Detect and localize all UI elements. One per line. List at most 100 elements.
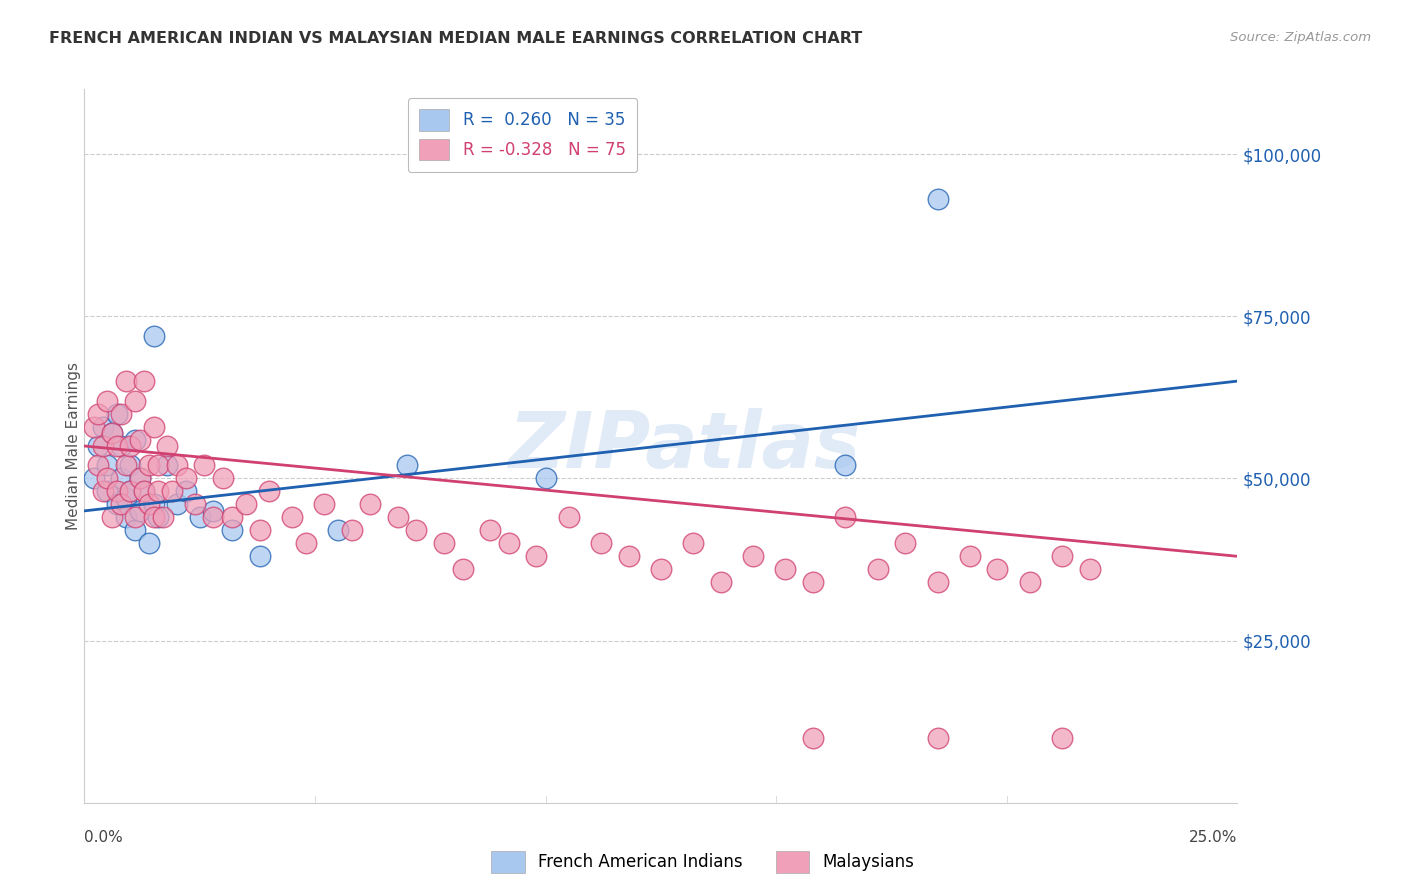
Point: [142, 328, 165, 343]
Point: [927, 193, 949, 207]
Point: [221, 510, 243, 524]
Point: [138, 497, 160, 511]
Point: [326, 524, 349, 538]
Point: [115, 491, 138, 505]
Point: [387, 510, 409, 524]
Point: [110, 471, 132, 485]
Point: [249, 549, 271, 564]
Point: [105, 484, 128, 499]
Point: [96, 471, 118, 485]
Point: [257, 484, 280, 499]
Point: [110, 407, 132, 421]
Point: [142, 510, 165, 524]
Point: [174, 484, 197, 499]
Point: [128, 504, 150, 518]
Point: [314, 497, 336, 511]
Point: [1078, 562, 1101, 576]
Point: [96, 393, 118, 408]
Point: [101, 425, 124, 440]
Point: [105, 439, 128, 453]
Point: [479, 524, 502, 538]
Point: [96, 484, 118, 499]
Point: [124, 433, 146, 447]
Point: [866, 562, 889, 576]
Point: [124, 393, 146, 408]
Point: [120, 484, 142, 499]
Point: [138, 458, 160, 473]
Point: [294, 536, 316, 550]
Point: [124, 524, 146, 538]
Point: [146, 484, 169, 499]
Point: [160, 484, 183, 499]
Point: [589, 536, 612, 550]
Point: [211, 471, 233, 485]
Point: [801, 731, 824, 745]
Point: [193, 458, 215, 473]
Point: [340, 524, 363, 538]
Point: [682, 536, 704, 550]
Point: [202, 504, 225, 518]
Point: [156, 458, 179, 473]
Point: [742, 549, 765, 564]
Point: [405, 524, 427, 538]
Point: [146, 458, 169, 473]
Text: 0.0%: 0.0%: [84, 830, 124, 845]
Point: [115, 510, 138, 524]
Point: [128, 471, 150, 485]
Point: [249, 524, 271, 538]
Point: [834, 510, 856, 524]
Point: [557, 510, 579, 524]
Text: Source: ZipAtlas.com: Source: ZipAtlas.com: [1230, 31, 1371, 45]
Point: [221, 524, 243, 538]
Point: [359, 497, 381, 511]
Point: [433, 536, 456, 550]
Point: [235, 497, 257, 511]
Point: [87, 407, 110, 421]
Point: [927, 575, 949, 590]
Point: [894, 536, 917, 550]
Point: [101, 425, 124, 440]
Point: [156, 439, 179, 453]
Point: [710, 575, 733, 590]
Point: [128, 471, 150, 485]
Point: [986, 562, 1008, 576]
Point: [524, 549, 547, 564]
Point: [124, 510, 146, 524]
Text: ZIPatlas: ZIPatlas: [508, 408, 860, 484]
Point: [184, 497, 207, 511]
Point: [96, 458, 118, 473]
Point: [105, 497, 128, 511]
Point: [801, 575, 824, 590]
Point: [134, 374, 156, 388]
Point: [120, 458, 142, 473]
Point: [202, 510, 225, 524]
Point: [142, 497, 165, 511]
Point: [110, 439, 132, 453]
Point: [152, 510, 174, 524]
Legend: French American Indians, Malaysians: French American Indians, Malaysians: [485, 845, 921, 880]
Point: [1050, 731, 1073, 745]
Point: [1018, 575, 1040, 590]
Point: [617, 549, 640, 564]
Point: [775, 562, 797, 576]
Point: [115, 374, 138, 388]
Point: [134, 484, 156, 499]
Point: [128, 433, 150, 447]
Point: [120, 439, 142, 453]
Point: [166, 458, 188, 473]
Point: [91, 419, 114, 434]
Point: [959, 549, 981, 564]
Point: [87, 439, 110, 453]
Point: [134, 484, 156, 499]
Point: [927, 731, 949, 745]
Point: [105, 407, 128, 421]
Point: [87, 458, 110, 473]
Y-axis label: Median Male Earnings: Median Male Earnings: [66, 362, 80, 530]
Text: 25.0%: 25.0%: [1189, 830, 1237, 845]
Legend: R =  0.260   N = 35, R = -0.328   N = 75: R = 0.260 N = 35, R = -0.328 N = 75: [408, 97, 637, 172]
Point: [650, 562, 672, 576]
Point: [396, 458, 419, 473]
Point: [166, 497, 188, 511]
Point: [138, 536, 160, 550]
Point: [120, 484, 142, 499]
